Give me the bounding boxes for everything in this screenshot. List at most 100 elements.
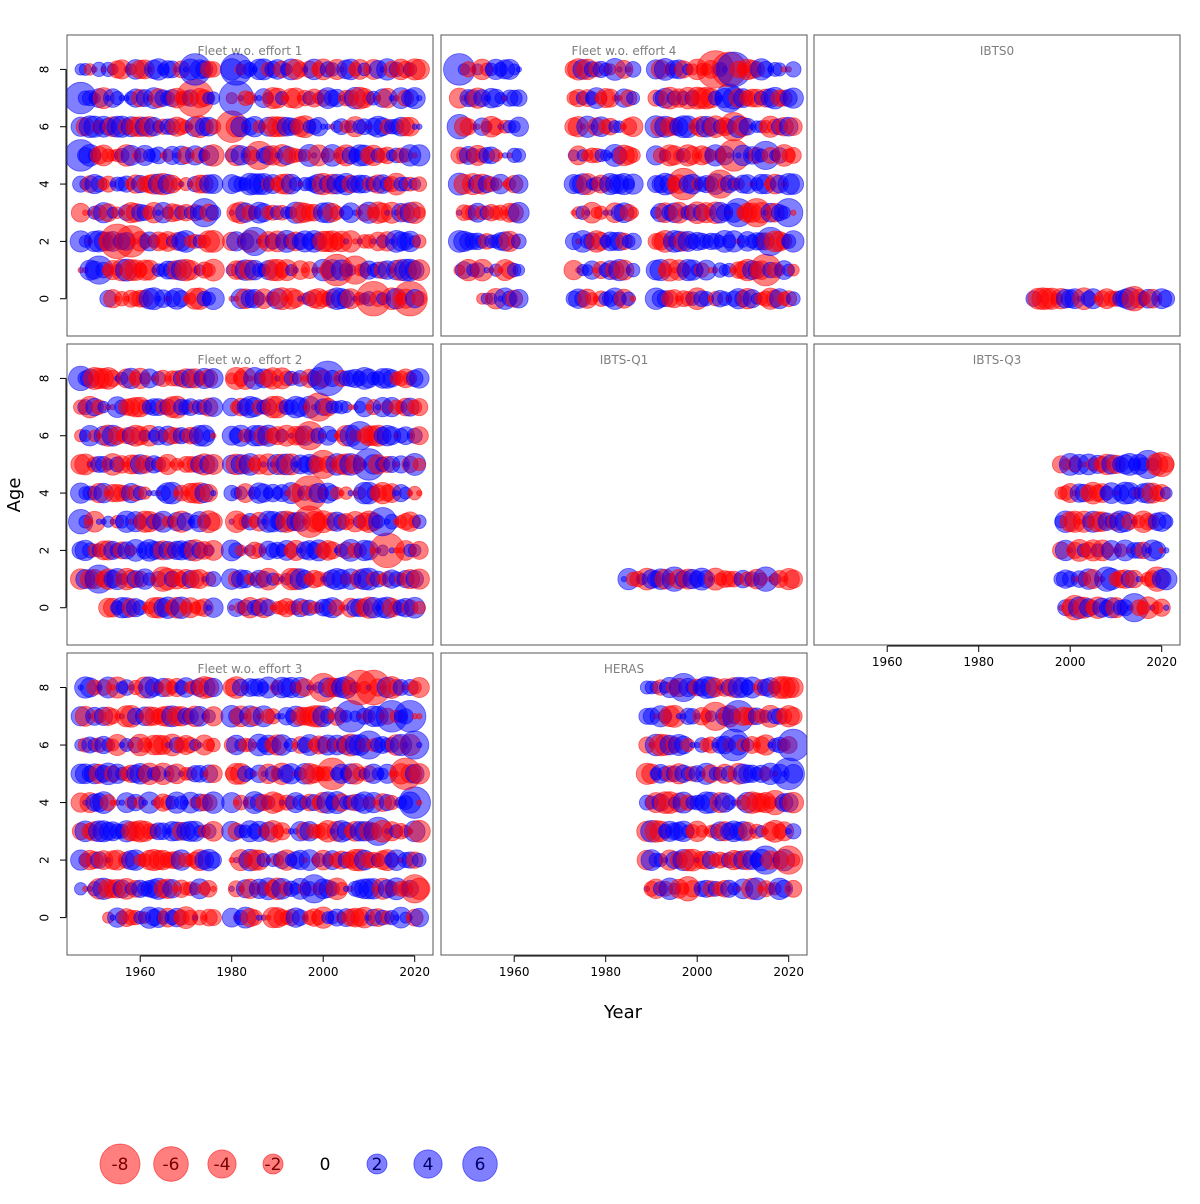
bubble-point	[200, 880, 218, 898]
bubble-point	[205, 204, 222, 221]
y-tick-label: 6	[38, 432, 52, 440]
bubble-point	[412, 852, 427, 868]
y-tick-label: 4	[38, 799, 52, 807]
bubble-point	[210, 432, 217, 439]
legend-bubble	[262, 1153, 284, 1175]
legend-bubble	[207, 1149, 237, 1179]
bubble-point	[203, 706, 224, 727]
bubble-point	[508, 201, 530, 224]
bubble-point	[511, 148, 527, 163]
legend-bubble	[153, 1146, 189, 1182]
bubble-point	[398, 786, 431, 819]
legend-label: 2	[372, 1155, 383, 1175]
y-tick-label: 4	[38, 180, 52, 188]
bubble-point	[622, 116, 644, 137]
panel-frame	[813, 343, 1181, 646]
bubble-point	[510, 89, 528, 107]
bubble-point	[783, 569, 803, 589]
bubble-point	[203, 540, 224, 561]
bubble-point	[408, 58, 430, 80]
bubble-point	[416, 94, 423, 102]
panel-frame	[440, 652, 808, 956]
panel-title: Fleet w.o. effort 3	[198, 662, 303, 676]
legend-bubble	[366, 1153, 388, 1175]
bubble-point	[416, 123, 423, 130]
bubble-point	[1159, 514, 1174, 529]
panel-0: Fleet w.o. effort 1 0 2 4 6 8	[38, 34, 434, 337]
bubble-point	[202, 144, 225, 167]
bubble-point	[412, 514, 427, 529]
bubble-point	[408, 259, 431, 281]
y-tick-label: 2	[38, 856, 52, 864]
y-tick-label: 8	[38, 66, 52, 74]
bubble-point	[782, 87, 804, 109]
bubble-point	[203, 677, 224, 698]
bubble-point	[393, 700, 427, 733]
x-tick-label: 1960	[125, 965, 156, 979]
bubble-point	[203, 397, 224, 417]
bubble-point	[203, 820, 224, 842]
bubble-point	[790, 209, 797, 216]
bubble-point	[784, 707, 803, 726]
bubble-point	[1152, 598, 1171, 617]
x-tick-label: 2000	[308, 965, 339, 979]
panel-frame	[66, 34, 434, 337]
bubble-point	[409, 426, 429, 446]
bubble-point	[622, 173, 644, 195]
legend-label: 0	[320, 1155, 331, 1175]
bubble-point	[786, 853, 801, 867]
bubble-point	[782, 173, 805, 195]
bubble-point	[204, 909, 222, 927]
y-tick-label: 0	[38, 295, 52, 303]
bubble-point	[408, 568, 430, 590]
bubble-point	[411, 291, 427, 307]
bubble-point	[509, 288, 529, 309]
legend-label: -4	[214, 1155, 231, 1175]
y-axis-title: Age	[4, 478, 25, 513]
x-tick-label: 2020	[1146, 655, 1177, 669]
bubble-point	[629, 295, 637, 302]
bubble-point	[1155, 567, 1178, 591]
bubble-point	[413, 206, 426, 219]
y-tick-label: 0	[38, 604, 52, 612]
bubble-point	[782, 230, 805, 253]
bubble-point	[412, 234, 427, 249]
bubble-point	[409, 368, 430, 389]
x-tick-label: 2020	[773, 965, 804, 979]
bubble-point	[202, 258, 225, 282]
panel-frame	[440, 343, 808, 646]
y-tick-label: 8	[38, 375, 52, 383]
x-tick-label: 1960	[872, 655, 903, 669]
bubble-point	[509, 174, 529, 194]
bubble-point	[210, 489, 217, 497]
bubble-point	[783, 763, 804, 784]
bubble-point	[515, 66, 522, 73]
legend: -8 -6 -4 -2 0 2 4 6	[99, 1143, 498, 1185]
bubble-point	[203, 174, 224, 195]
y-tick-label: 0	[38, 914, 52, 922]
bubble-point	[202, 453, 224, 475]
bubble-point	[407, 819, 431, 843]
panel-title: IBTS-Q1	[600, 353, 649, 367]
bubble-point	[785, 291, 801, 307]
y-tick-label: 2	[38, 547, 52, 555]
bubble-point	[412, 457, 426, 472]
bubble-point	[785, 823, 802, 840]
bubble-point	[783, 117, 803, 137]
bubble-point	[782, 791, 805, 814]
panel-title: IBTS0	[980, 44, 1014, 58]
bubble-point	[416, 713, 423, 720]
bubble-point	[785, 61, 802, 78]
x-tick-label: 1980	[216, 965, 247, 979]
bubble-point	[1158, 456, 1175, 473]
bubble-point	[624, 232, 642, 251]
bubble-point	[203, 368, 224, 389]
panel-2: IBTS0	[813, 34, 1181, 337]
bubble-point	[1163, 604, 1170, 611]
panel-title: HERAS	[604, 662, 644, 676]
panel-6: Fleet w.o. effort 3 0 2 4 6 8 1960 1980 2000 2020	[38, 652, 434, 979]
panel-frame	[66, 652, 434, 956]
bubble-point	[1160, 486, 1173, 500]
